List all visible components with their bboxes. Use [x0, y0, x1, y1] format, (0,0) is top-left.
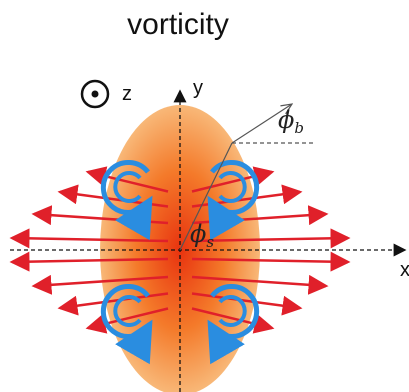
y-label: y: [193, 77, 203, 99]
x-label: x: [400, 259, 409, 281]
diagram: vorticity y x z ϕb ϕs: [0, 0, 409, 392]
title: vorticity: [127, 8, 229, 41]
phi-s-sub: s: [206, 233, 214, 251]
z-dot: [92, 91, 99, 98]
phi-s-symbol: ϕ: [190, 220, 206, 248]
phi-b-symbol: ϕ: [278, 106, 294, 134]
phi-b-label: ϕb: [278, 106, 304, 137]
phi-b-sub: b: [294, 119, 304, 137]
z-label: z: [122, 83, 132, 105]
